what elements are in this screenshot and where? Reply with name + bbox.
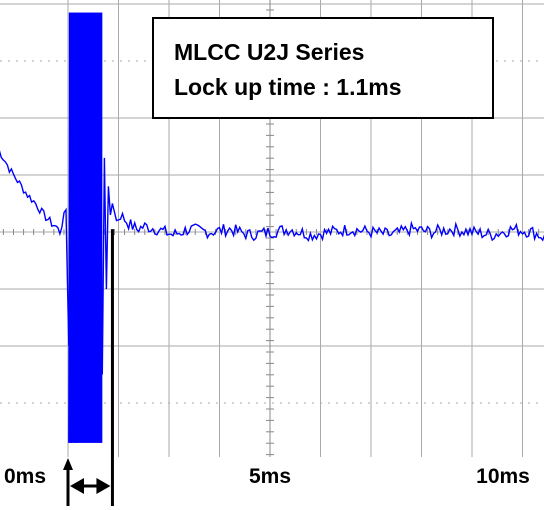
x-tick-labels: 0ms 5ms 10ms [4, 465, 530, 488]
signal-trace [68, 15, 544, 443]
annotation-line: Lock up time : 1.1ms [174, 74, 402, 100]
annotation-line: MLCC U2J Series [174, 39, 365, 65]
lock-up-marker [63, 229, 114, 506]
lock-up-start-arrowhead [63, 458, 73, 470]
x-tick-label: 5ms [249, 465, 291, 488]
lock-up-arrow-right [96, 478, 111, 494]
x-tick-label: 0ms [4, 465, 46, 488]
x-tick-label: 10ms [476, 465, 530, 488]
lock-up-arrow-left [70, 478, 84, 494]
signal-traces [0, 15, 544, 443]
signal-trace [0, 150, 70, 346]
annotation-box: MLCC U2J Series Lock up time : 1.1ms [152, 17, 494, 119]
